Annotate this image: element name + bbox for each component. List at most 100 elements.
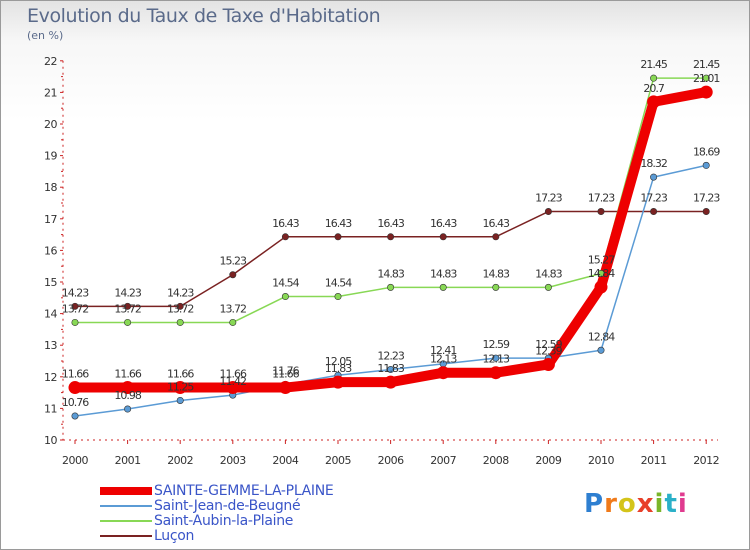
data-label: 11.83 — [377, 362, 404, 375]
data-label: 18.69 — [693, 145, 720, 158]
data-point — [121, 381, 135, 395]
data-label: 14.23 — [167, 286, 194, 299]
logo-letter: i — [654, 489, 665, 519]
data-label: 12.05 — [325, 355, 352, 368]
y-tick-label: 14 — [44, 308, 57, 321]
data-label: 17.23 — [640, 192, 667, 205]
data-label: 12.23 — [377, 350, 404, 363]
data-label: 12.59 — [483, 338, 510, 351]
x-tick-label: 2005 — [325, 454, 351, 467]
y-tick-label: 15 — [44, 276, 57, 289]
data-label: 10.76 — [62, 396, 89, 409]
x-tick-label: 2012 — [693, 454, 719, 467]
data-point — [702, 208, 710, 216]
data-point — [278, 381, 292, 395]
data-point — [650, 173, 658, 181]
data-point — [597, 346, 605, 354]
data-point — [124, 318, 132, 326]
chart-title: Evolution du Taux de Taxe d'Habitation — [27, 5, 381, 27]
data-point — [544, 283, 552, 291]
x-tick-label: 2009 — [535, 454, 561, 467]
data-label: 15.27 — [588, 253, 615, 266]
x-tick-label: 2004 — [272, 454, 298, 467]
x-tick-label: 2007 — [430, 454, 456, 467]
y-tick-label: 10 — [44, 434, 57, 447]
legend-swatch-saint-aubin — [100, 520, 152, 522]
data-label: 12.39 — [535, 344, 562, 357]
data-label: 11.25 — [167, 381, 194, 394]
x-tick-label: 2003 — [220, 454, 246, 467]
data-point — [594, 280, 608, 294]
y-tick-label: 16 — [44, 244, 57, 257]
data-point — [281, 293, 289, 301]
y-tick-label: 21 — [44, 86, 57, 99]
data-label: 21.01 — [693, 72, 720, 85]
legend-swatch-saint-jean — [100, 505, 152, 507]
data-point — [124, 405, 132, 413]
data-point — [71, 302, 79, 310]
x-tick-label: 2001 — [115, 454, 141, 467]
logo-letter: P — [584, 489, 605, 519]
data-label: 12.59 — [535, 338, 562, 351]
data-label: 11.42 — [220, 375, 247, 388]
y-tick-label: 22 — [44, 55, 57, 68]
data-point — [702, 161, 710, 169]
logo-letter: t — [664, 489, 678, 519]
legend-swatch-lucon — [100, 535, 152, 537]
data-label: 16.43 — [325, 217, 352, 230]
data-point — [650, 74, 658, 82]
data-point — [544, 208, 552, 216]
data-point — [436, 366, 450, 380]
x-tick-label: 2002 — [167, 454, 193, 467]
logo-letter: r — [604, 489, 618, 519]
data-point — [71, 318, 79, 326]
data-label: 11.66 — [114, 368, 141, 381]
legend-label: Saint-Aubin-la-Plaine — [154, 513, 294, 529]
data-label: 17.23 — [693, 192, 720, 205]
data-label: 14.23 — [62, 286, 89, 299]
data-point — [281, 233, 289, 241]
data-label: 21.45 — [693, 58, 720, 71]
data-point — [387, 366, 395, 374]
x-tick-label: 2010 — [588, 454, 614, 467]
proxiti-logo: Proxiti — [584, 489, 688, 519]
chart-axes: 10 11 12 13 14 15 16 17 18 19 20 21 22 2000 2001 2002 20… — [44, 55, 720, 467]
data-point — [229, 271, 237, 279]
data-label: 16.43 — [272, 217, 299, 230]
legend-label: SAINTE-GEMME-LA-PLAINE — [154, 483, 334, 499]
data-label: 21.45 — [640, 58, 667, 71]
data-label: 13.72 — [62, 302, 89, 315]
data-point — [173, 381, 187, 395]
data-point — [439, 233, 447, 241]
data-label: 12.13 — [483, 353, 510, 366]
data-label: 18.32 — [640, 157, 667, 170]
data-label: 13.72 — [220, 302, 247, 315]
data-point — [387, 233, 395, 241]
logo-letter: x — [636, 489, 655, 519]
data-point — [650, 208, 658, 216]
data-label: 12.84 — [588, 330, 615, 343]
x-tick-label: 2011 — [641, 454, 667, 467]
data-label: 14.54 — [325, 277, 352, 290]
data-point — [492, 283, 500, 291]
chart-subtitle: (en %) — [27, 29, 64, 42]
data-label: 14.83 — [483, 267, 510, 280]
data-label: 17.23 — [535, 192, 562, 205]
y-tick-label: 19 — [44, 150, 57, 163]
y-tick-label: 17 — [44, 213, 57, 226]
data-point — [492, 233, 500, 241]
data-point — [331, 375, 345, 389]
data-label: 14.83 — [430, 267, 457, 280]
data-label: 20.7 — [643, 82, 664, 95]
data-point — [68, 381, 82, 395]
data-label: 11.66 — [220, 368, 247, 381]
data-point — [176, 302, 184, 310]
y-tick-label: 12 — [44, 371, 57, 384]
data-label: 13.72 — [167, 302, 194, 315]
data-label: 11.76 — [272, 364, 299, 377]
data-point — [71, 412, 79, 420]
data-point — [492, 354, 500, 362]
data-label: 14.84 — [588, 267, 615, 280]
